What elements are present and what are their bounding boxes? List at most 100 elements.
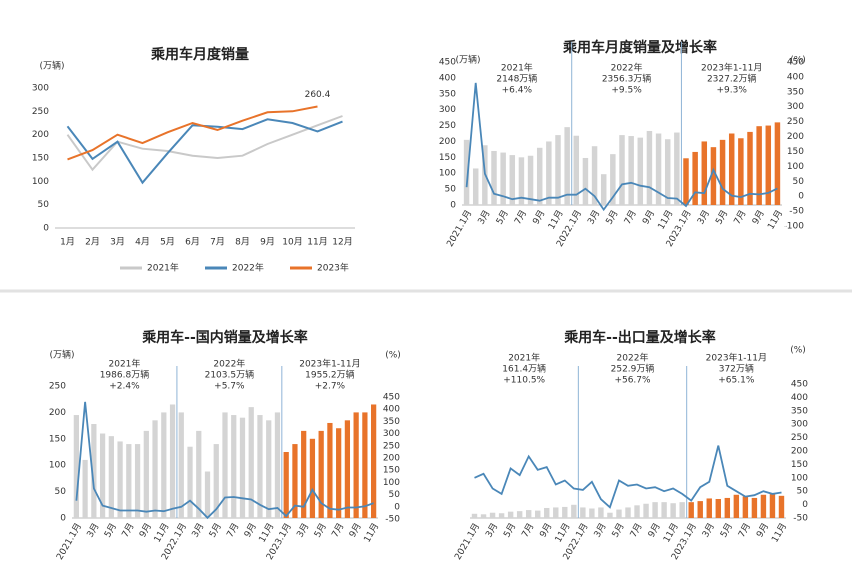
bar bbox=[628, 136, 634, 205]
annotation: 252.9万辆 bbox=[611, 363, 655, 375]
legend-label: 2022年 bbox=[232, 262, 264, 274]
y-tick-label: 100 bbox=[439, 169, 456, 179]
bar bbox=[507, 511, 514, 518]
y-tick-label: 0 bbox=[60, 514, 66, 524]
y-tick-label: 200 bbox=[32, 130, 49, 140]
annotation: +2.7% bbox=[315, 382, 346, 392]
bar bbox=[544, 507, 550, 518]
y2-tick-label: 100 bbox=[787, 162, 804, 172]
bar bbox=[498, 513, 505, 518]
annotation: +110.5% bbox=[503, 376, 545, 386]
bar bbox=[751, 497, 758, 518]
bar bbox=[688, 502, 694, 518]
x-tick-label: 4月 bbox=[135, 237, 150, 248]
bar bbox=[266, 420, 272, 518]
bar bbox=[738, 138, 744, 205]
y-tick-label: 50 bbox=[445, 185, 457, 195]
bar bbox=[607, 512, 613, 518]
y-tick-label: 300 bbox=[439, 105, 456, 115]
bar bbox=[747, 131, 753, 205]
y-tick-label: 150 bbox=[439, 153, 456, 163]
bar bbox=[546, 141, 552, 205]
bar bbox=[589, 508, 595, 518]
bar bbox=[710, 147, 717, 205]
y-tick-label: 200 bbox=[439, 137, 456, 147]
annotation: +2.4% bbox=[109, 382, 140, 392]
bar bbox=[625, 507, 631, 518]
x-tick-label: 6月 bbox=[185, 237, 200, 248]
line-series bbox=[474, 445, 782, 509]
bar bbox=[536, 147, 543, 205]
y2-tick-label: 150 bbox=[383, 466, 400, 476]
annotation: +9.3% bbox=[717, 86, 748, 96]
bar bbox=[134, 444, 141, 518]
bar bbox=[353, 412, 359, 518]
x-tick-label: 1月 bbox=[60, 237, 75, 248]
bar bbox=[463, 139, 470, 205]
bar bbox=[187, 446, 193, 518]
annotation: 2023年1-11月 bbox=[701, 62, 762, 74]
y-tick-label: 250 bbox=[439, 121, 456, 131]
y-tick-label: 350 bbox=[439, 89, 456, 99]
annotation: 2022年 bbox=[617, 352, 649, 364]
bar bbox=[73, 415, 79, 518]
bar bbox=[637, 137, 644, 205]
y2-tick-label: 200 bbox=[787, 132, 804, 142]
y2-tick-label: 350 bbox=[787, 87, 804, 97]
annotation: 2023年1-11月 bbox=[706, 352, 767, 364]
y2-tick-label: 100 bbox=[791, 473, 808, 483]
annotation: 2148万辆 bbox=[496, 73, 537, 85]
bar bbox=[500, 152, 506, 205]
y2-axis-label: (%) bbox=[790, 346, 806, 356]
bar bbox=[178, 412, 184, 518]
bar bbox=[674, 132, 680, 205]
bar bbox=[555, 135, 561, 205]
bar bbox=[774, 122, 781, 205]
bar bbox=[248, 407, 254, 518]
bar bbox=[573, 135, 580, 205]
y2-tick-label: 450 bbox=[791, 380, 808, 390]
bar bbox=[292, 444, 298, 518]
bar bbox=[756, 126, 762, 205]
bar bbox=[213, 444, 219, 518]
bar bbox=[724, 497, 731, 518]
bar bbox=[742, 496, 749, 518]
bar bbox=[619, 135, 625, 205]
chart-title: 乘用车--国内销量及增长率 bbox=[141, 329, 308, 346]
y2-tick-label: 250 bbox=[787, 117, 804, 127]
legend-label: 2023年 bbox=[317, 262, 349, 274]
bar bbox=[318, 430, 324, 518]
bar bbox=[509, 155, 516, 205]
line-series bbox=[465, 82, 778, 212]
y-axis-label: (万辆) bbox=[49, 349, 74, 361]
bar bbox=[371, 404, 377, 518]
y2-tick-label: 100 bbox=[383, 478, 400, 488]
bar bbox=[661, 502, 667, 518]
chart-title: 乘用车月度销量及增长率 bbox=[562, 39, 717, 56]
bar bbox=[108, 436, 114, 518]
bar bbox=[692, 151, 698, 205]
bar bbox=[480, 514, 487, 518]
y2-tick-label: 450 bbox=[787, 58, 804, 68]
bar bbox=[562, 506, 568, 518]
bar bbox=[222, 412, 228, 518]
annotation: +65.1% bbox=[718, 376, 755, 386]
bar bbox=[719, 139, 726, 205]
bar bbox=[309, 438, 316, 518]
y-tick-label: 400 bbox=[439, 73, 456, 83]
annotation: 1955.2万辆 bbox=[305, 369, 355, 381]
bar bbox=[715, 498, 721, 518]
y2-tick-label: 200 bbox=[383, 454, 400, 464]
bar bbox=[652, 502, 658, 518]
bar bbox=[362, 412, 368, 518]
x-tick-label: 5月 bbox=[160, 237, 175, 248]
y-tick-label: 250 bbox=[49, 382, 66, 392]
y2-tick-label: -50 bbox=[385, 515, 400, 525]
y-tick-label: 0 bbox=[450, 201, 456, 211]
y-tick-label: 450 bbox=[439, 58, 456, 68]
annotation: 2103.5万辆 bbox=[205, 369, 255, 381]
bar bbox=[344, 420, 351, 518]
y2-axis-label: (%) bbox=[790, 56, 806, 66]
annotation: 2021年 bbox=[508, 352, 540, 364]
y2-tick-label: 300 bbox=[791, 420, 808, 430]
